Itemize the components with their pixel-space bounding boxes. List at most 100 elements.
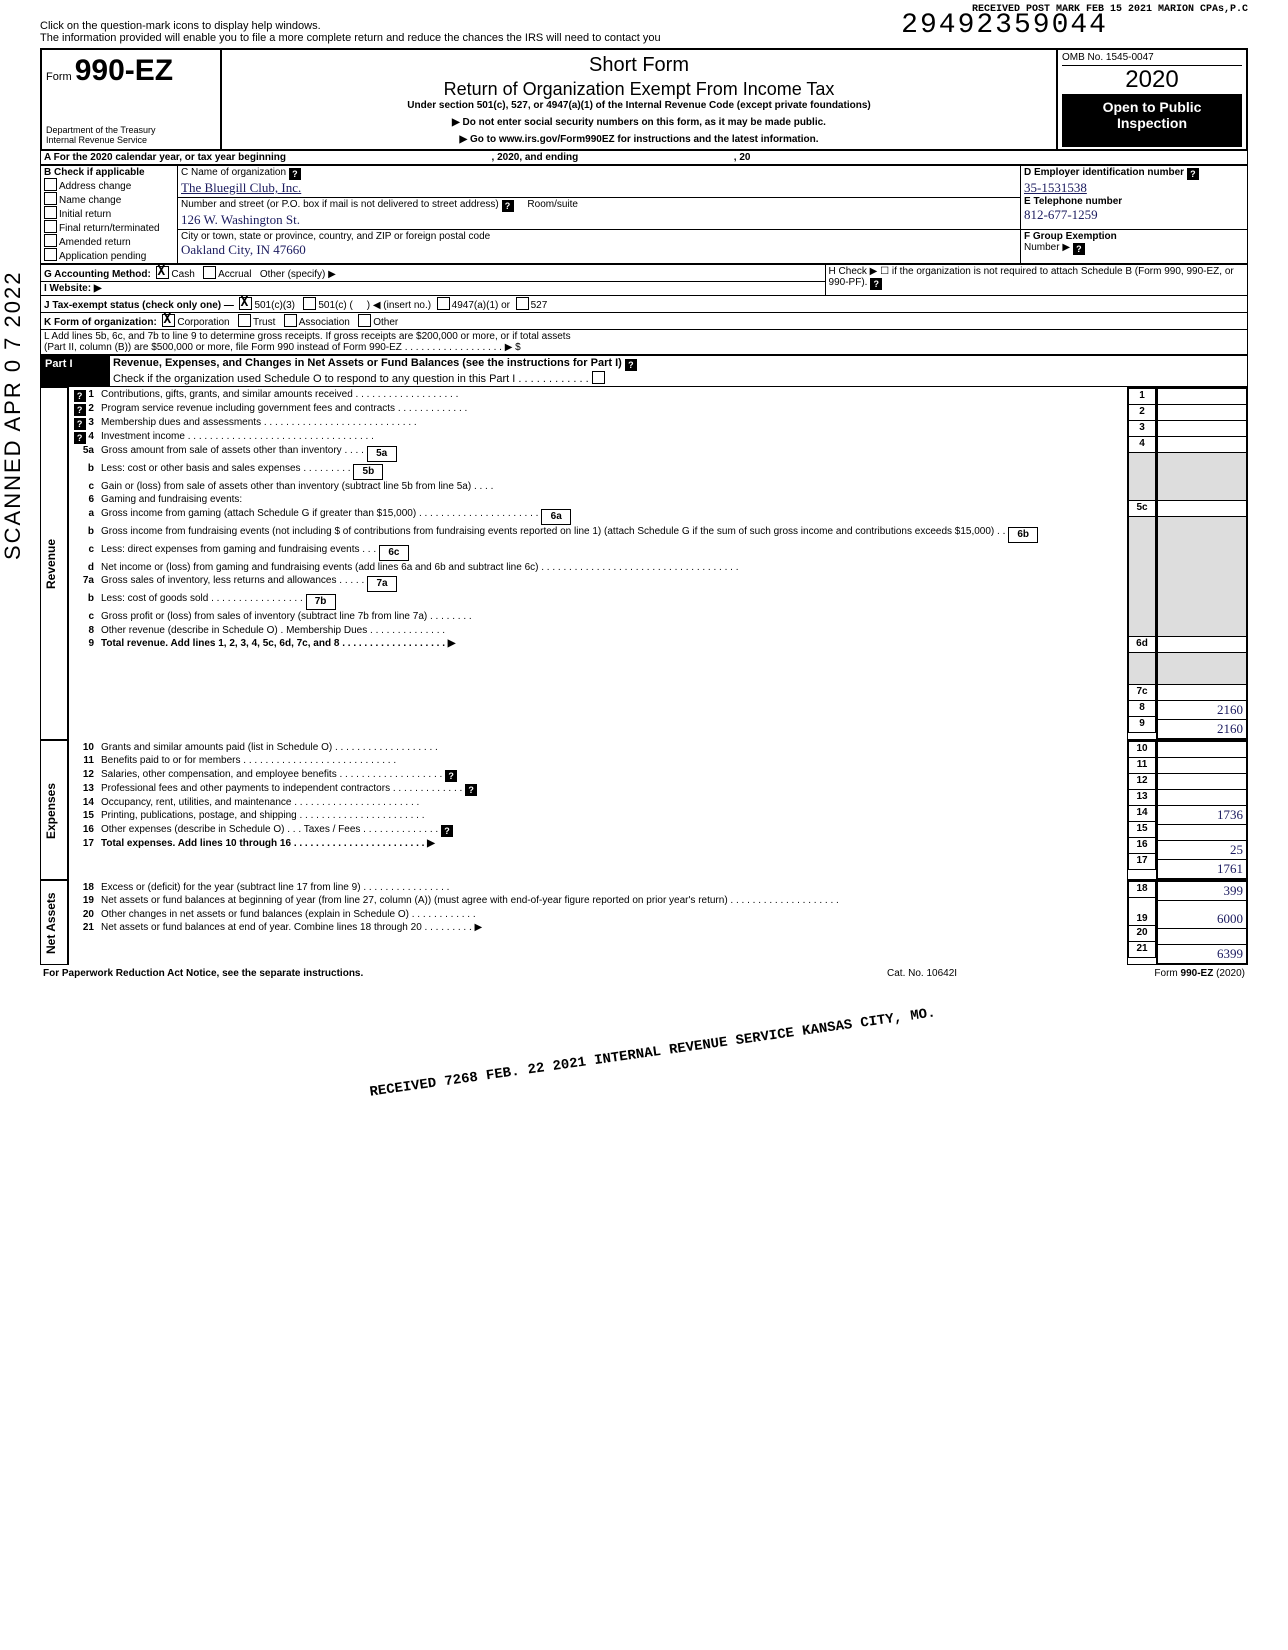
val-col-exp: 1736 25 1761: [1157, 741, 1247, 879]
line-21: Net assets or fund balances at end of ye…: [98, 921, 1127, 935]
help-icon[interactable]: ?: [1073, 243, 1085, 255]
title-return: Return of Organization Exempt From Incom…: [230, 79, 1048, 100]
open2: Inspection: [1117, 115, 1187, 131]
cb-schedule-o[interactable]: [592, 371, 605, 384]
val-12: [1158, 774, 1247, 790]
help-icon[interactable]: ?: [1187, 168, 1199, 180]
netassets-block: Net Assets 18Excess or (deficit) for the…: [40, 880, 1248, 965]
val-col-rev: 2160 2160: [1157, 388, 1247, 739]
e-label: E Telephone number: [1024, 196, 1122, 207]
b-item-1: Name change: [59, 195, 121, 206]
calendar-mid: , 2020, and ending: [492, 152, 579, 163]
expense-lines: 10Grants and similar amounts paid (list …: [69, 741, 1127, 851]
help-icon[interactable]: ?: [445, 770, 457, 782]
cb-accrual[interactable]: [203, 266, 216, 279]
header-center: Short Form Return of Organization Exempt…: [222, 50, 1058, 149]
line-17: Total expenses. Add lines 10 through 16 …: [98, 837, 1127, 851]
open1: Open to Public: [1103, 99, 1202, 115]
section-c-city: City or town, state or province, country…: [178, 230, 1021, 264]
help-icon[interactable]: ?: [625, 359, 637, 371]
num-col-rev: 1 2 3 4 5c 6d 7c 8 9: [1128, 388, 1156, 733]
j-opt1: 501(c)(3): [254, 300, 295, 311]
line-20: Other changes in net assets or fund bala…: [98, 908, 1127, 922]
part1-label: Part I: [41, 356, 110, 387]
line-15: Printing, publications, postage, and shi…: [98, 809, 1127, 823]
f-label: F Group Exemption: [1024, 231, 1117, 242]
section-a: A For the 2020 calendar year, or tax yea…: [40, 151, 1248, 165]
line-7a: Gross sales of inventory, less returns a…: [98, 574, 1127, 592]
line-12-t: Salaries, other compensation, and employ…: [101, 769, 442, 780]
lines-table: Revenue ? 1Contributions, gifts, grants,…: [40, 387, 1248, 740]
cb-cash[interactable]: [156, 266, 169, 279]
stamp-received: RECEIVED 7268 FEB. 22 2021 INTERNAL REVE…: [368, 1005, 936, 1100]
section-l: L Add lines 5b, 6c, and 7b to line 9 to …: [41, 330, 1248, 355]
box-7b: 7b: [306, 594, 336, 610]
help-icon[interactable]: ?: [441, 825, 453, 837]
cb-name-change[interactable]: [44, 192, 57, 205]
k-corp: Corporation: [177, 317, 229, 328]
cb-address-change[interactable]: [44, 178, 57, 191]
d-ein: 35-1531538: [1024, 180, 1087, 195]
help-icon[interactable]: ?: [74, 404, 86, 416]
section-g: G Accounting Method: Cash Accrual Other …: [41, 265, 826, 282]
dept1: Department of the Treasury: [46, 125, 156, 135]
cb-final-return[interactable]: [44, 220, 57, 233]
box-7a: 7a: [367, 576, 397, 592]
side-revenue: Revenue: [41, 388, 69, 740]
cb-501c[interactable]: [303, 297, 316, 310]
section-h: H Check ▶ ☐ if the organization is not r…: [825, 265, 1247, 296]
val-20: [1158, 929, 1247, 945]
box-6a: 6a: [541, 509, 571, 525]
line-5b: Less: cost or other basis and sales expe…: [98, 462, 1127, 480]
val-col-na: 399 6000 6399: [1157, 881, 1247, 964]
help-icon[interactable]: ?: [502, 200, 514, 212]
cb-501c3[interactable]: [239, 297, 252, 310]
help-icon[interactable]: ?: [74, 432, 86, 444]
open-public: Open to Public Inspection: [1062, 95, 1242, 147]
footer-right: Form 990-EZ (2020): [1014, 967, 1248, 980]
part1-desc: Revenue, Expenses, and Changes in Net As…: [110, 356, 1248, 387]
help-icon[interactable]: ?: [74, 418, 86, 430]
c-org-name: The Bluegill Club, Inc.: [181, 180, 301, 195]
line-5a: Gross amount from sale of assets other t…: [98, 444, 1127, 462]
cb-amended[interactable]: [44, 234, 57, 247]
cb-pending[interactable]: [44, 248, 57, 261]
line-7c: Gross profit or (loss) from sales of inv…: [98, 610, 1127, 624]
help-icon[interactable]: ?: [289, 168, 301, 180]
cb-assoc[interactable]: [284, 314, 297, 327]
cb-other-org[interactable]: [358, 314, 371, 327]
part1-check: Check if the organization used Schedule …: [113, 373, 589, 385]
val-3: [1158, 421, 1247, 437]
l-line1: L Add lines 5b, 6c, and 7b to line 9 to …: [44, 331, 571, 342]
f-label2: Number ▶: [1024, 242, 1070, 253]
side-netassets: Net Assets: [41, 881, 69, 965]
help-icon[interactable]: ?: [465, 784, 477, 796]
b-item-5: Application pending: [59, 251, 146, 262]
j-opt2b: ) ◀ (insert no.): [367, 300, 431, 311]
section-c-name: C Name of organization ? The Bluegill Cl…: [178, 166, 1021, 198]
k-trust: Trust: [253, 317, 275, 328]
cb-527[interactable]: [516, 297, 529, 310]
help-icon[interactable]: ?: [870, 278, 882, 290]
line-6d: Net income or (loss) from gaming and fun…: [98, 561, 1127, 575]
cb-initial-return[interactable]: [44, 206, 57, 219]
b-item-3: Final return/terminated: [59, 223, 160, 234]
line-5c: Gain or (loss) from sale of assets other…: [98, 480, 1127, 494]
k-assoc: Association: [299, 317, 350, 328]
line-18: Excess or (deficit) for the year (subtra…: [98, 881, 1127, 895]
line-6b-t: Gross income from fundraising events (no…: [101, 526, 1005, 537]
g-cash: Cash: [171, 269, 194, 280]
l-line2: (Part II, column (B)) are $500,000 or mo…: [44, 342, 521, 353]
cb-trust[interactable]: [238, 314, 251, 327]
b-title: B Check if applicable: [44, 167, 145, 178]
help-icon[interactable]: ?: [74, 390, 86, 402]
val-11: [1158, 758, 1247, 774]
cb-4947[interactable]: [437, 297, 450, 310]
h-text: H Check ▶ ☐ if the organization is not r…: [829, 266, 1234, 288]
val-15: [1158, 825, 1247, 841]
footer: For Paperwork Reduction Act Notice, see …: [40, 967, 1248, 980]
cb-corp[interactable]: [162, 314, 175, 327]
val-21: 6399: [1158, 945, 1247, 964]
i-label: I Website: ▶: [44, 283, 102, 294]
val-6d: [1158, 637, 1247, 653]
